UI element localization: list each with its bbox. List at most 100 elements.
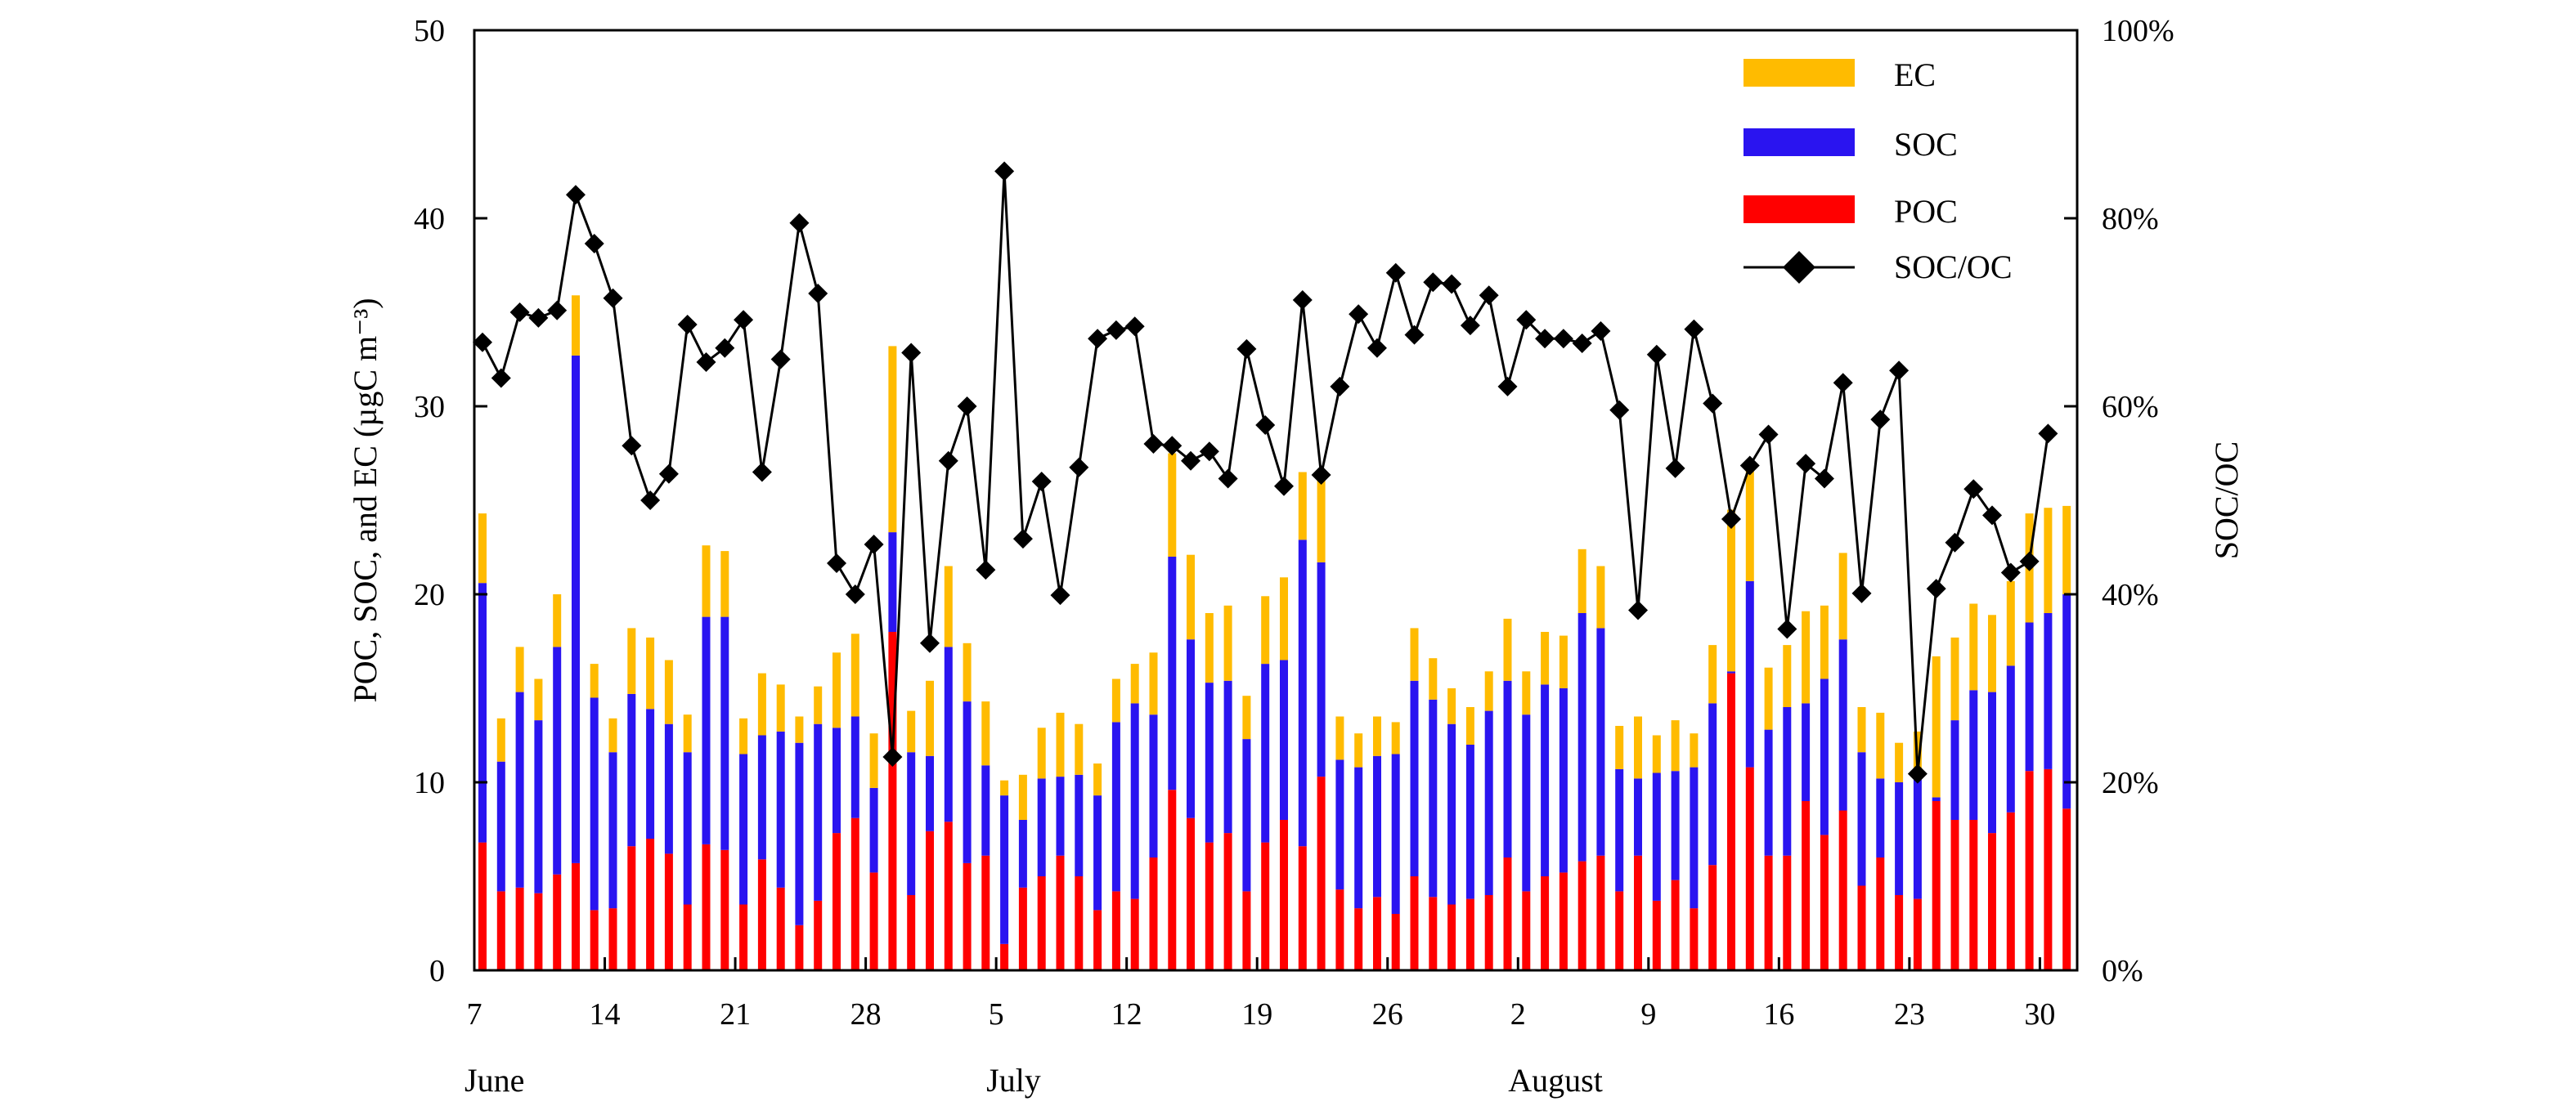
bar-soc-30 xyxy=(1037,778,1046,876)
bar-poc-48 xyxy=(1373,897,1381,970)
bar-poc-83 xyxy=(2025,771,2034,970)
bar-soc-47 xyxy=(1354,767,1363,909)
soc-oc-point-62 xyxy=(1628,600,1649,620)
bar-poc-11 xyxy=(683,904,692,970)
bar-ec-58 xyxy=(1559,635,1568,688)
legend-label-poc: POC xyxy=(1894,193,1958,230)
bar-ec-26 xyxy=(963,643,972,702)
bar-poc-73 xyxy=(1838,810,1847,970)
x-tick-label-9: 9 xyxy=(1640,997,1656,1032)
bar-poc-26 xyxy=(963,862,972,970)
soc-oc-point-46 xyxy=(1330,376,1350,396)
bar-ec-9 xyxy=(646,637,655,710)
bar-soc-55 xyxy=(1503,680,1512,858)
bar-poc-19 xyxy=(832,833,841,970)
bar-ec-41 xyxy=(1242,696,1251,740)
bar-ec-81 xyxy=(1988,615,1996,692)
bar-poc-2 xyxy=(515,887,524,970)
bar-soc-43 xyxy=(1280,660,1288,820)
soc-oc-point-74 xyxy=(1851,583,1872,603)
bar-soc-40 xyxy=(1223,680,1232,834)
bar-poc-53 xyxy=(1465,898,1474,970)
month-label-june: June xyxy=(464,1062,524,1099)
bar-soc-73 xyxy=(1838,639,1847,811)
soc-oc-point-83 xyxy=(2019,551,2040,571)
bar-poc-9 xyxy=(646,839,655,970)
y-left-tick-label-30: 30 xyxy=(414,390,445,424)
soc-oc-point-10 xyxy=(658,463,679,484)
bar-soc-44 xyxy=(1298,540,1307,847)
bar-soc-36 xyxy=(1149,714,1158,858)
bar-soc-56 xyxy=(1522,714,1531,892)
bar-soc-82 xyxy=(2006,665,2015,813)
soc-oc-point-59 xyxy=(1572,333,1592,353)
bar-ec-50 xyxy=(1410,628,1419,681)
bar-ec-62 xyxy=(1634,716,1642,779)
bar-soc-69 xyxy=(1764,729,1773,856)
bar-poc-64 xyxy=(1671,880,1680,970)
soc-oc-point-42 xyxy=(1255,415,1276,435)
bar-soc-70 xyxy=(1783,707,1792,856)
bar-soc-85 xyxy=(2062,594,2071,809)
bar-poc-44 xyxy=(1298,846,1307,970)
bar-soc-76 xyxy=(1895,782,1904,895)
soc-oc-point-48 xyxy=(1367,338,1387,358)
soc-oc-point-67 xyxy=(1721,509,1741,529)
bar-ec-52 xyxy=(1447,688,1456,724)
bar-soc-72 xyxy=(1820,678,1829,835)
bar-soc-15 xyxy=(757,735,766,860)
bar-ec-78 xyxy=(1932,656,1941,798)
bar-poc-85 xyxy=(2062,808,2071,970)
bar-poc-43 xyxy=(1280,820,1288,970)
soc-oc-point-68 xyxy=(1739,455,1760,476)
bar-ec-54 xyxy=(1484,671,1493,711)
bar-soc-71 xyxy=(1802,703,1811,801)
bar-ec-67 xyxy=(1727,509,1735,672)
bar-poc-5 xyxy=(572,862,580,970)
soc-oc-point-49 xyxy=(1385,262,1406,283)
bar-soc-84 xyxy=(2044,613,2053,769)
bar-soc-80 xyxy=(1969,690,1978,820)
soc-oc-point-77 xyxy=(1907,763,1928,784)
soc-oc-point-50 xyxy=(1404,325,1425,345)
bar-ec-14 xyxy=(739,718,748,755)
bar-poc-51 xyxy=(1429,897,1438,970)
bar-ec-48 xyxy=(1373,716,1381,756)
soc-oc-point-26 xyxy=(957,396,977,416)
x-tick-label-11: 23 xyxy=(1894,997,1925,1032)
soc-oc-point-76 xyxy=(1889,360,1910,381)
soc-oc-point-55 xyxy=(1497,376,1518,396)
soc-oc-point-70 xyxy=(1777,619,1797,639)
bar-ec-34 xyxy=(1111,678,1120,723)
bar-ec-43 xyxy=(1280,577,1288,660)
soc-oc-point-56 xyxy=(1516,310,1537,330)
bar-soc-64 xyxy=(1671,771,1680,880)
x-tick-label-4: 5 xyxy=(989,997,1004,1032)
bar-soc-79 xyxy=(1950,720,1959,820)
bar-soc-20 xyxy=(850,716,859,818)
x-tick-label-2: 21 xyxy=(720,997,751,1032)
bar-ec-74 xyxy=(1857,707,1866,753)
bar-soc-46 xyxy=(1335,759,1344,890)
bar-soc-21 xyxy=(869,787,878,873)
bar-poc-14 xyxy=(739,904,748,970)
bar-soc-48 xyxy=(1373,755,1381,898)
bar-soc-12 xyxy=(702,616,711,844)
bar-ec-42 xyxy=(1261,596,1270,665)
soc-oc-point-33 xyxy=(1088,329,1108,349)
bar-soc-8 xyxy=(627,693,636,847)
legend-label-soc: SOC xyxy=(1894,126,1958,163)
month-label-august: August xyxy=(1508,1062,1603,1099)
bar-soc-67 xyxy=(1727,671,1735,674)
bar-ec-8 xyxy=(627,628,636,694)
soc-oc-point-19 xyxy=(827,553,847,574)
y-axis-left-label: POC, SOC, and EC (µgC m⁻³) xyxy=(347,298,384,702)
bar-ec-75 xyxy=(1876,712,1885,779)
bar-poc-8 xyxy=(627,846,636,970)
bar-soc-28 xyxy=(1000,795,1009,944)
bar-poc-31 xyxy=(1056,855,1065,970)
bar-soc-49 xyxy=(1391,754,1400,914)
bar-soc-57 xyxy=(1541,684,1550,876)
soc-oc-point-29 xyxy=(1012,529,1033,549)
y-left-tick-label-20: 20 xyxy=(414,578,445,612)
